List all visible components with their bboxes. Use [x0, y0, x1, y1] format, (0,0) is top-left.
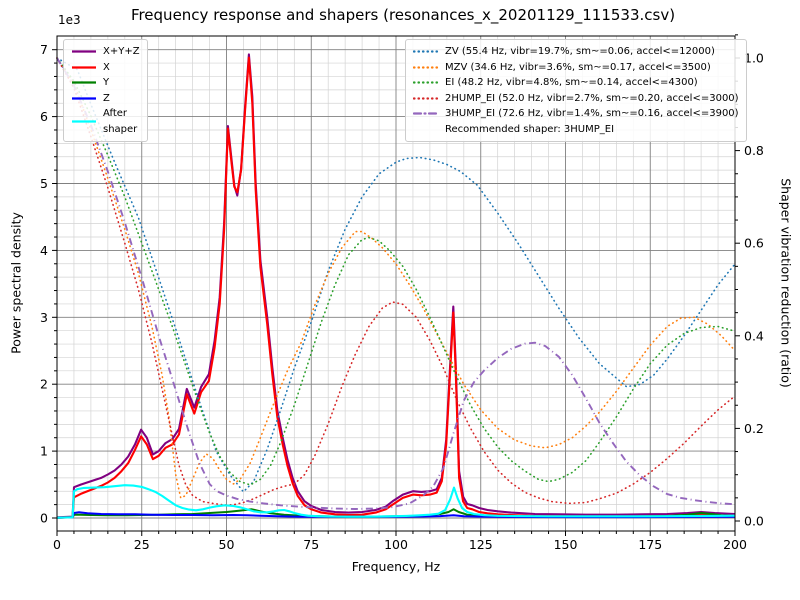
series-shaper-3hump-ei — [56, 57, 736, 510]
legend-label: 2HUMP_EI (52.0 Hz, vibr=2.7%, sm~=0.20, … — [445, 92, 739, 104]
psd-legend: X+Y+Z X Y Z After shaper — [63, 39, 148, 142]
legend-line-sample — [413, 50, 439, 53]
shaper-legend: ZV (55.4 Hz, vibr=19.7%, sm~=0.06, accel… — [405, 39, 747, 142]
legend-line-sample — [72, 66, 96, 69]
legend-label: 3HUMP_EI (72.6 Hz, vibr=1.4%, sm~=0.16, … — [445, 108, 739, 119]
legend-item-shaper-3hump-ei: 3HUMP_EI (72.6 Hz, vibr=1.4%, sm~=0.16, … — [413, 106, 739, 122]
legend-item-psd-z: Z — [71, 91, 140, 107]
svg-text:0.0: 0.0 — [744, 514, 764, 529]
svg-text:150: 150 — [554, 537, 578, 552]
legend-line-sample — [413, 112, 439, 115]
svg-text:0.8: 0.8 — [744, 143, 764, 158]
left-tick-labels: 0 1 2 3 4 5 6 7 — [40, 42, 48, 525]
svg-text:7: 7 — [40, 42, 48, 57]
legend-line-sample — [72, 50, 96, 53]
legend-line-sample — [413, 66, 439, 69]
right-tick-labels: 0.0 0.2 0.4 0.6 0.8 1.0 — [744, 51, 764, 529]
legend-label: X+Y+Z — [103, 46, 140, 57]
legend-item-psd-x: X — [71, 60, 140, 76]
legend-label: MZV (34.6 Hz, vibr=3.6%, sm~=0.17, accel… — [445, 61, 711, 73]
series-psd-x — [56, 56, 736, 519]
series-shaper-zv — [56, 57, 736, 493]
svg-text:0.6: 0.6 — [744, 236, 764, 251]
svg-text:3: 3 — [40, 310, 48, 325]
svg-text:75: 75 — [303, 537, 319, 552]
svg-text:6: 6 — [40, 109, 48, 124]
legend-item-psd-after-shaper: After shaper — [71, 106, 140, 137]
legend-label: X — [103, 61, 110, 73]
svg-text:4: 4 — [40, 243, 48, 258]
x-tick-labels: 0 25 50 75 100 125 150 175 200 — [53, 537, 747, 552]
svg-text:175: 175 — [638, 537, 662, 552]
legend-item-psd-y: Y — [71, 75, 140, 91]
y-axis-offset-label: 1e3 — [58, 13, 81, 27]
svg-text:200: 200 — [723, 537, 747, 552]
right-y-axis-label: Shaper vibration reduction (ratio) — [778, 178, 794, 388]
legend-label: After shaper — [103, 108, 138, 135]
svg-text:100: 100 — [384, 537, 408, 552]
legend-label: Z — [103, 92, 110, 104]
legend-label: EI (48.2 Hz, vibr=4.8%, sm~=0.14, accel<… — [445, 77, 698, 88]
svg-text:0: 0 — [40, 511, 48, 526]
left-y-axis-label: Power spectral density — [8, 212, 24, 354]
series-psd-sum — [56, 53, 736, 519]
svg-text:25: 25 — [134, 537, 150, 552]
svg-text:0.2: 0.2 — [744, 421, 764, 436]
legend-line-sample — [413, 97, 439, 100]
svg-text:0: 0 — [53, 537, 61, 552]
legend-line-sample — [72, 81, 96, 84]
svg-text:5: 5 — [40, 176, 48, 191]
legend-item-shaper-mzv: MZV (34.6 Hz, vibr=3.6%, sm~=0.17, accel… — [413, 60, 739, 76]
series-psd-after-shaper — [56, 484, 736, 519]
svg-text:125: 125 — [469, 537, 493, 552]
series-shaper-2hump-ei — [56, 57, 736, 506]
chart-title: Frequency response and shapers (resonanc… — [130, 6, 676, 24]
recommended-shaper-note: Recommended shaper: 3HUMP_EI — [445, 123, 615, 135]
legend-line-sample — [72, 97, 96, 100]
legend-item-shaper-zv: ZV (55.4 Hz, vibr=19.7%, sm~=0.06, accel… — [413, 44, 739, 60]
x-axis-label: Frequency, Hz — [351, 559, 441, 574]
legend-label: Y — [103, 77, 110, 88]
axis-ticks — [52, 34, 740, 536]
legend-item-shaper-ei: EI (48.2 Hz, vibr=4.8%, sm~=0.14, accel<… — [413, 75, 739, 91]
svg-text:1.0: 1.0 — [744, 51, 764, 66]
legend-item-psd-sum: X+Y+Z — [71, 44, 140, 60]
svg-text:50: 50 — [219, 537, 235, 552]
svg-text:1: 1 — [40, 444, 48, 459]
legend-line-sample — [72, 120, 96, 123]
legend-line-sample — [413, 81, 439, 84]
legend-label: ZV (55.4 Hz, vibr=19.7%, sm~=0.06, accel… — [445, 46, 715, 57]
svg-text:0.4: 0.4 — [744, 328, 764, 343]
svg-text:2: 2 — [40, 377, 48, 392]
legend-item-shaper-2hump-ei: 2HUMP_EI (52.0 Hz, vibr=2.7%, sm~=0.20, … — [413, 91, 739, 107]
